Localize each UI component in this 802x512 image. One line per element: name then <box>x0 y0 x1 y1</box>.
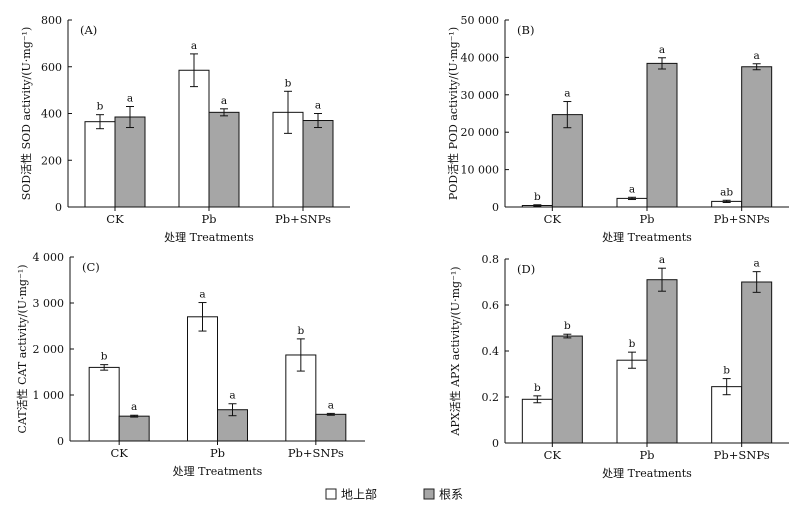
bar-shoot <box>187 316 218 442</box>
x-tick-label: Pb <box>639 212 654 226</box>
significance-label: a <box>191 40 197 52</box>
y-tick-label: 800 <box>41 14 62 27</box>
bar-shoot <box>84 121 116 208</box>
bar-root <box>646 62 678 208</box>
x-tick-label: Pb+SNPs <box>288 446 344 460</box>
x-tick-label: Pb+SNPs <box>275 212 331 226</box>
x-tick-label: Pb <box>201 212 216 226</box>
y-tick-label: 400 <box>41 108 62 121</box>
x-tick-label: Pb+SNPs <box>714 448 770 462</box>
legend-label-root: 根系 <box>439 488 463 502</box>
bar-root <box>114 116 146 208</box>
significance-label: b <box>564 320 571 332</box>
bar-shoot <box>178 69 210 208</box>
significance-label: a <box>199 289 205 301</box>
y-tick-label: 30 000 <box>461 89 500 102</box>
y-tick-label: 600 <box>41 61 62 74</box>
significance-label: b <box>297 325 304 337</box>
x-axis-title: 处理 Treatments <box>164 231 254 244</box>
y-tick-label: 0 <box>492 437 499 450</box>
significance-label: a <box>564 88 570 100</box>
significance-label: b <box>723 365 730 377</box>
y-tick-label: 0.6 <box>482 299 500 312</box>
y-tick-label: 50 000 <box>461 14 500 27</box>
x-tick-label: CK <box>106 212 124 226</box>
bar-root <box>217 409 248 442</box>
legend-label-shoot: 地上部 <box>341 487 377 502</box>
x-tick-label: Pb <box>210 446 225 460</box>
legend-swatch-shoot <box>325 488 337 500</box>
y-tick-label: 0.4 <box>482 345 500 358</box>
bar-root <box>208 111 240 208</box>
significance-label: a <box>629 183 635 195</box>
significance-label: a <box>328 399 334 411</box>
y-tick-label: 0.2 <box>482 391 500 404</box>
significance-label: a <box>754 50 760 62</box>
bar-root <box>741 66 773 208</box>
bar-shoot <box>88 366 120 442</box>
legend-swatch-root <box>423 488 435 500</box>
bar-root <box>646 279 678 444</box>
x-axis-title: 处理 Treatments <box>173 465 263 478</box>
y-axis-title: SOD活性 SOD activity/(U·mg⁻¹) <box>19 27 33 201</box>
x-axis-title: 处理 Treatments <box>602 467 692 480</box>
y-tick-label: 2 000 <box>33 343 65 356</box>
chart-panel-3: 0 1 000 2 000 3 000 4 000 (C) CK b a Pb a a Pb+SNPs b… <box>15 251 365 478</box>
significance-label: b <box>534 382 541 394</box>
x-tick-label: CK <box>544 448 562 462</box>
significance-label: a <box>229 390 235 402</box>
chart-panel-2: 0 10 000 20 000 30 000 40 000 50 000 (B) CKb a Pb… <box>446 14 789 244</box>
significance-label: b <box>534 191 541 203</box>
significance-label: a <box>221 95 227 107</box>
bar-root <box>551 114 583 208</box>
panel-tag: (A) <box>80 23 97 37</box>
significance-label: a <box>659 254 665 266</box>
x-tick-label: Pb <box>639 448 654 462</box>
bar-root <box>315 413 347 442</box>
significance-label: a <box>315 100 321 112</box>
bar-root <box>551 335 583 444</box>
panel-tag: (C) <box>82 260 100 274</box>
y-tick-label: 0 <box>57 435 64 448</box>
y-tick-label: 20 000 <box>461 126 500 139</box>
panel-tag: (B) <box>517 23 534 37</box>
y-tick-label: 3 000 <box>33 297 65 310</box>
bar-shoot <box>616 359 648 444</box>
panel-tag: (D) <box>517 262 535 276</box>
significance-label: b <box>101 351 108 363</box>
significance-label: b <box>285 77 292 89</box>
x-tick-label: CK <box>110 446 128 460</box>
significance-label: a <box>131 401 137 413</box>
significance-label: ab <box>720 186 733 198</box>
y-tick-label: 40 000 <box>461 51 500 64</box>
y-tick-label: 10 000 <box>461 164 500 177</box>
chart-panel-1: 0 200 400 600 800 (A) CK b a Pb a a Pb+SNPs b a 处理 Trea… <box>19 14 350 244</box>
x-axis-title: 处理 Treatments <box>602 231 692 244</box>
y-axis-title: APX活性 APX activity/(U·mg⁻¹) <box>448 266 462 436</box>
y-tick-label: 0 <box>55 201 62 214</box>
y-tick-label: 4 000 <box>33 251 65 264</box>
x-tick-label: Pb+SNPs <box>714 212 770 226</box>
y-tick-label: 200 <box>41 154 62 167</box>
bar-root <box>741 281 773 444</box>
significance-label: a <box>754 258 760 270</box>
x-tick-label: CK <box>544 212 562 226</box>
y-tick-label: 1 000 <box>33 389 65 402</box>
significance-label: b <box>97 101 104 113</box>
bar-root <box>118 415 150 442</box>
bar-shoot <box>521 398 553 444</box>
significance-label: b <box>629 338 636 350</box>
legend: 地上部 根系 <box>325 487 463 502</box>
y-tick-label: 0.8 <box>482 253 500 266</box>
y-axis-title: POD活性 POD activity/(U·mg⁻¹) <box>446 27 460 200</box>
bar-root <box>302 120 334 208</box>
y-axis-title: CAT活性 CAT activity/(U·mg⁻¹) <box>15 265 29 434</box>
chart-panel-4: 0 0.2 0.4 0.6 0.8 (D) CK b b Pb b a Pb+SNPs b a 处理 Trea… <box>448 253 789 480</box>
bar-shoot <box>711 386 743 444</box>
y-tick-label: 0 <box>492 201 499 214</box>
significance-label: a <box>659 44 665 56</box>
significance-label: a <box>127 92 133 104</box>
